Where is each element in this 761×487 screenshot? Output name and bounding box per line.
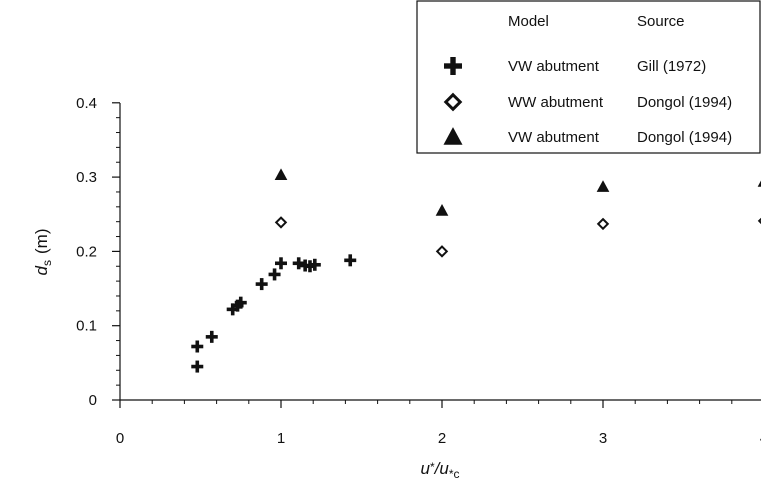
data-point-plus xyxy=(191,360,204,373)
data-point-plus xyxy=(226,303,239,316)
x-tick-label: 4 xyxy=(760,430,761,447)
data-point-plus xyxy=(268,268,281,281)
data-point-triangle xyxy=(596,180,610,192)
y-tick-label: 0.3 xyxy=(76,169,97,186)
legend-rows: VW abutment Gill (1972) WW abutment Dongol … xyxy=(443,57,732,146)
axis-ticks xyxy=(112,102,733,408)
legend-row: WW abutment Dongol (1994) xyxy=(443,92,732,112)
legend-source-label: Dongol (1994) xyxy=(637,94,732,111)
x-tick-label: 1 xyxy=(277,430,285,447)
legend-header-source: Source xyxy=(637,13,685,30)
data-point-triangle xyxy=(274,168,288,181)
data-point-plus xyxy=(234,296,247,309)
y-tick-label: 0.1 xyxy=(76,318,97,335)
legend-row: VW abutment Gill (1972) xyxy=(444,57,706,75)
series-diamond xyxy=(274,216,761,258)
x-axis-title: u*/u*c xyxy=(421,459,460,481)
data-point-plus xyxy=(344,254,357,267)
data-point-plus xyxy=(308,258,321,271)
legend-model-label: VW abutment xyxy=(508,58,600,75)
y-axis-title: ds(m) xyxy=(32,229,54,276)
legend-header-model: Model xyxy=(508,13,549,30)
series-triangle xyxy=(274,168,761,216)
data-point-diamond xyxy=(596,217,610,231)
x-tick-label: 3 xyxy=(599,430,607,447)
data-points xyxy=(191,168,761,373)
data-point-diamond xyxy=(435,245,449,258)
legend-marker-triangle xyxy=(443,127,463,145)
legend-source-label: Dongol (1994) xyxy=(637,129,732,146)
data-point-plus xyxy=(255,278,268,291)
series-plus xyxy=(191,254,357,373)
legend-marker-plus xyxy=(444,57,462,75)
data-point-plus xyxy=(231,299,244,312)
data-point-plus xyxy=(292,257,305,270)
data-point-plus xyxy=(275,257,287,270)
legend-source-label: Gill (1972) xyxy=(637,58,706,75)
axis-tick-labels: 0 1 2 3 4 0 0.1 0.2 0.3 0.4 xyxy=(76,95,761,447)
legend-row: VW abutment Dongol (1994) xyxy=(443,127,732,146)
legend-model-label: VW abutment xyxy=(508,129,600,146)
x-tick-label: 0 xyxy=(116,430,124,447)
legend: Model Source VW abutment Gill (1972) WW ab… xyxy=(416,0,761,154)
legend-box xyxy=(416,0,761,154)
data-point-triangle xyxy=(435,203,449,216)
data-point-plus xyxy=(205,330,218,343)
y-tick-label: 0 xyxy=(89,392,97,409)
legend-model-label: WW abutment xyxy=(508,94,604,111)
data-point-plus xyxy=(191,340,204,353)
legend-marker-diamond xyxy=(443,92,463,112)
data-point-triangle xyxy=(757,180,761,187)
plot-area: 0 1 2 3 4 0 0.1 0.2 0.3 0.4 xyxy=(76,95,761,447)
data-point-diamond xyxy=(274,216,288,229)
x-tick-label: 2 xyxy=(438,430,446,447)
y-tick-label: 0.4 xyxy=(76,95,97,112)
y-tick-label: 0.2 xyxy=(76,243,97,260)
